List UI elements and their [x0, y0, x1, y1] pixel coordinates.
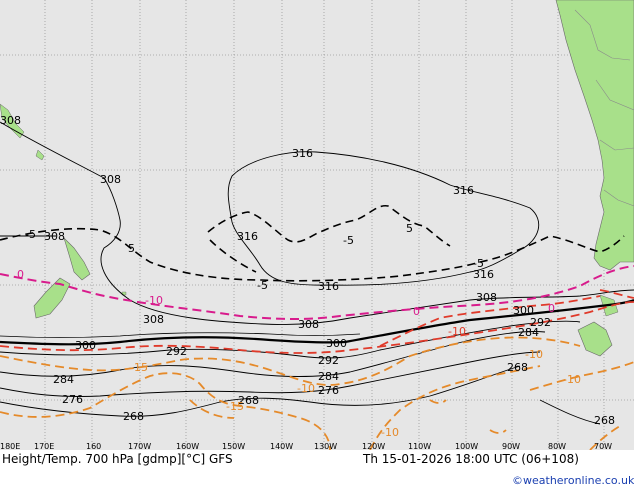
- height-label: 308: [100, 173, 121, 186]
- map-title: Height/Temp. 700 hPa [gdmp][°C] GFS: [2, 452, 233, 466]
- temp-label: 0: [413, 305, 420, 318]
- height-label: 308: [298, 318, 319, 331]
- lon-label: 120W: [362, 442, 385, 450]
- temp-label: -10: [563, 373, 581, 386]
- country-borders: [574, 9, 634, 207]
- temp-zero-contour: [0, 265, 634, 320]
- height-contours: [0, 121, 634, 425]
- height-label: 284: [53, 373, 74, 386]
- temp-label: 0: [17, 268, 24, 281]
- lon-label: 160W: [176, 442, 199, 450]
- temp-label: -5: [343, 234, 354, 247]
- tierra-del-fuego: [577, 321, 613, 357]
- lon-label: 80W: [548, 442, 566, 450]
- lon-label: 170E: [34, 442, 54, 450]
- temp-label: -10: [525, 348, 543, 361]
- lon-label: 100W: [455, 442, 478, 450]
- height-label: 276: [318, 384, 339, 397]
- height-label: 308: [0, 114, 21, 127]
- south-america-coast: [555, 0, 634, 271]
- height-label: 316: [292, 147, 313, 160]
- temp-label: -15: [130, 361, 148, 374]
- lon-label: 70W: [594, 442, 612, 450]
- temp-label: -5: [473, 257, 484, 270]
- height-label: 292: [166, 345, 187, 358]
- height-label: 276: [62, 393, 83, 406]
- height-label: 268: [507, 361, 528, 374]
- weather-map: 316 316 316 316 316 308 308 308 308 308 …: [0, 0, 634, 450]
- temp-label: -10: [448, 325, 466, 338]
- temp-label: 0: [548, 302, 555, 315]
- height-label: 284: [518, 326, 539, 339]
- temp-label: -10: [381, 426, 399, 439]
- height-label: 300: [75, 339, 96, 352]
- ocean-background: [0, 0, 634, 450]
- height-label: 316: [453, 184, 474, 197]
- height-label: 308: [143, 313, 164, 326]
- height-label: 308: [476, 291, 497, 304]
- temp-label: -15: [226, 400, 244, 413]
- lon-label: 180E: [0, 442, 20, 450]
- height-label: 284: [318, 370, 339, 383]
- height-label: 316: [473, 268, 494, 281]
- temp-minus5-contour: [0, 204, 625, 282]
- lon-label: 170W: [128, 442, 151, 450]
- lon-label: 110W: [408, 442, 431, 450]
- credit-link[interactable]: ©weatheronline.co.uk: [512, 474, 634, 487]
- lon-label: 90W: [502, 442, 520, 450]
- lon-label: 150W: [222, 442, 245, 450]
- valid-time: Th 15-01-2026 18:00 UTC (06+108): [363, 452, 579, 466]
- height-label: 316: [318, 280, 339, 293]
- longitude-labels: 180E 170E 160 170W 160W 150W 140W 130W 1…: [0, 442, 612, 450]
- temp-label: -10: [297, 382, 315, 395]
- temp-label: -10: [145, 294, 163, 307]
- height-label: 300: [326, 337, 347, 350]
- temp-label: -5: [257, 279, 268, 292]
- height-label: 268: [594, 414, 615, 427]
- temp-orange-contours: [0, 336, 634, 450]
- new-zealand-north: [63, 237, 91, 281]
- height-label: 300: [513, 304, 534, 317]
- lon-label: 140W: [270, 442, 293, 450]
- lon-label: 130W: [314, 442, 337, 450]
- lon-label: 160: [86, 442, 101, 450]
- height-label: 292: [318, 354, 339, 367]
- temp-label: -5: [25, 228, 36, 241]
- temp-red-contours: [0, 289, 634, 354]
- height-label: 292: [530, 316, 551, 329]
- height-label: 316: [237, 230, 258, 243]
- temp-label: 5: [128, 242, 135, 255]
- contour-labels: 316 316 316 316 316 308 308 308 308 308 …: [0, 114, 615, 439]
- temp-label: 5: [406, 222, 413, 235]
- height-label: 268: [238, 394, 259, 407]
- height-label: 268: [123, 410, 144, 423]
- height-label: 308: [44, 230, 65, 243]
